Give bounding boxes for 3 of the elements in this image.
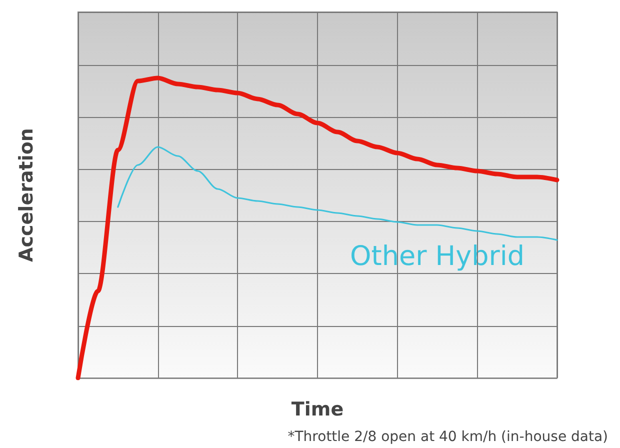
- x-axis-title: Time: [291, 398, 344, 420]
- y-axis-title: Acceleration: [16, 128, 38, 262]
- text: *Throttle 2/8 open at 40 km/h (in-house data): [288, 429, 608, 445]
